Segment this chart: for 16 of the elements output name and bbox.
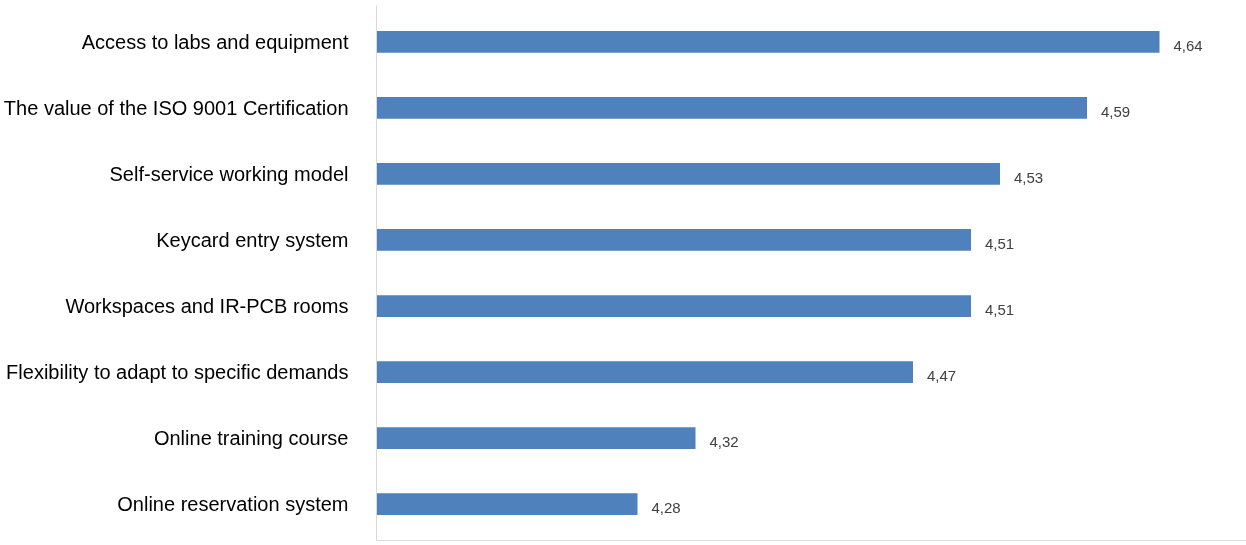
data-label: 4,51 xyxy=(985,301,1015,319)
y-tick-label: Online training course xyxy=(153,427,349,450)
data-label: 4,59 xyxy=(1101,102,1131,120)
data-label: 4,32 xyxy=(709,433,739,451)
y-tick-label: Flexibility to adapt to specific demands xyxy=(6,361,349,384)
y-tick-label: Keycard entry system xyxy=(156,228,349,251)
data-label: 4,47 xyxy=(927,367,957,385)
data-label: 4,64 xyxy=(1173,36,1203,54)
y-tick-label: Self-service working model xyxy=(109,162,349,185)
y-tick-label: Workspaces and IR-PCB rooms xyxy=(65,295,349,318)
data-label: 4,53 xyxy=(1014,168,1044,186)
y-tick-label: Access to labs and equipment xyxy=(81,30,349,53)
y-tick-label: The value of the ISO 9001 Certification xyxy=(3,96,349,119)
data-label: 4,51 xyxy=(985,234,1015,252)
y-tick-label: Online reservation system xyxy=(117,493,349,516)
data-label: 4,28 xyxy=(651,499,681,517)
